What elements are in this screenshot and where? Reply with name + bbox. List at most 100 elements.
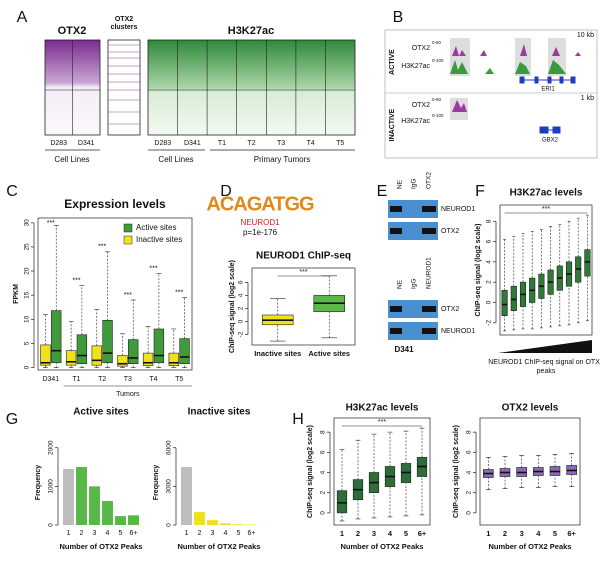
motif-factor: NEUROD1: [240, 218, 280, 227]
blot-label: NEUROD1: [441, 328, 475, 335]
x-tick-label: 5: [237, 530, 241, 537]
y-tick-label: 25: [24, 243, 31, 251]
plot-frame: [37, 217, 193, 371]
y-axis-label: Frequency: [153, 465, 160, 501]
x-tick-label: 2: [356, 529, 360, 538]
column-label: D341: [78, 140, 95, 147]
state-label: ACTIVE: [389, 49, 396, 75]
heatmap-dividers: [148, 40, 355, 135]
y-tick-label: 2: [238, 306, 245, 310]
x-tick-label: 6+: [248, 530, 256, 537]
y-axis-label: ChIP-seq signal (log2 scale): [475, 224, 482, 317]
motif-logo: ACAGATGG: [206, 193, 314, 215]
x-tick-label: 5: [404, 529, 408, 538]
bar: [76, 467, 87, 525]
y-tick-label: -2: [486, 320, 493, 326]
chart-title: H3K27ac levels: [510, 188, 583, 199]
box: [128, 339, 139, 365]
bar: [102, 501, 113, 525]
lane-label: NEUROD1: [426, 257, 433, 289]
y-tick-label: 2000: [48, 440, 55, 455]
signal-wedge: [498, 340, 592, 353]
y-tick-label: 1000: [48, 479, 55, 494]
bar: [115, 516, 126, 525]
x-tick-label: Active sites: [308, 349, 350, 358]
y-tick-label: 3000: [166, 479, 173, 494]
significance: ***: [175, 289, 183, 296]
significance: ***: [542, 206, 550, 213]
y-tick-label: 30: [24, 219, 31, 227]
blot-label: NEUROD1: [441, 206, 475, 213]
significance: ***: [378, 419, 386, 426]
y-axis-label: Frequency: [35, 465, 42, 501]
y-tick-label: 4: [486, 260, 493, 264]
bar: [63, 468, 74, 525]
box: [501, 290, 508, 317]
x-tick-label: Inactive sites: [254, 349, 301, 358]
x-tick-label: 1: [185, 530, 189, 537]
chart-title: Active sites: [73, 407, 129, 418]
box: [179, 338, 190, 365]
x-axis-label: Number of OTX2 Peaks: [60, 542, 143, 551]
y-tick-label: 2: [320, 491, 327, 495]
panel-letter: B: [393, 9, 404, 26]
y-axis-label: ChIP-seq signal (log2 scale): [307, 425, 314, 518]
blot-label: OTX2: [441, 228, 459, 235]
chart-title: Inactive sites: [188, 407, 251, 418]
heatmap-title: OTX2: [58, 25, 87, 37]
y-tick-label: 2: [486, 280, 493, 284]
track-range: 0-100: [432, 113, 444, 118]
y-tick-label: 6: [466, 450, 473, 454]
x-tick-label: 6+: [418, 529, 427, 538]
significance: ***: [124, 292, 132, 299]
plot-frame: [251, 267, 356, 346]
x-tick-label: 1: [486, 529, 490, 538]
lane-label: NE: [397, 279, 404, 289]
scale-label: 1 kb: [581, 95, 594, 102]
box: [510, 285, 517, 311]
y-tick-label: 8: [466, 430, 473, 434]
y-tick-label: 4: [466, 470, 473, 474]
heatmap-title: H3K27ac: [228, 25, 274, 37]
y-tick-label: 0: [466, 511, 473, 515]
x-tick-label: 2: [80, 530, 84, 537]
x-tick-label: T1: [72, 376, 80, 383]
column-label: D283: [50, 140, 67, 147]
x-tick-label: D341: [42, 376, 59, 383]
x-axis-label: NEUROD1 ChIP-seq signal on OTX2 peaks: [488, 359, 600, 375]
panel-letter: G: [6, 411, 18, 428]
box: [168, 352, 179, 366]
blot-label: OTX2: [441, 306, 459, 313]
panel-letter: C: [6, 183, 18, 200]
gene-label: ERI1: [541, 87, 555, 93]
x-tick-label: 2: [503, 529, 507, 538]
box: [336, 490, 348, 514]
y-tick-label: 10: [24, 315, 31, 323]
track-label: H3K27ac: [401, 118, 430, 125]
x-tick-label: 4: [106, 530, 110, 537]
y-tick-label: 0: [486, 300, 493, 304]
significance: ***: [299, 269, 307, 276]
clusters-title: OTX2 clusters: [110, 16, 138, 31]
y-tick-label: 6000: [166, 440, 173, 455]
y-tick-label: -2: [238, 331, 245, 337]
chart-title: NEUROD1 ChIP-seq: [256, 251, 351, 262]
x-axis-label: Number of OTX2 Peaks: [489, 542, 572, 551]
column-label: D341: [184, 140, 201, 147]
cluster-ticks: [108, 44, 140, 125]
chart-title: H3K27ac levels: [346, 403, 419, 414]
cell-line-label: D341: [394, 345, 414, 354]
x-tick-label: T2: [98, 376, 106, 383]
significance: ***: [47, 220, 55, 227]
chart-title: Expression levels: [64, 197, 166, 211]
column-label: T1: [218, 140, 226, 147]
h3k27ac-heatmap: [147, 39, 356, 136]
bar: [128, 515, 139, 525]
box: [117, 355, 128, 367]
bar: [89, 486, 100, 525]
box: [102, 319, 113, 364]
y-tick-label: 0: [238, 319, 245, 323]
plot-frame: [333, 417, 431, 526]
y-tick-label: 0: [24, 365, 31, 369]
box: [584, 249, 591, 277]
